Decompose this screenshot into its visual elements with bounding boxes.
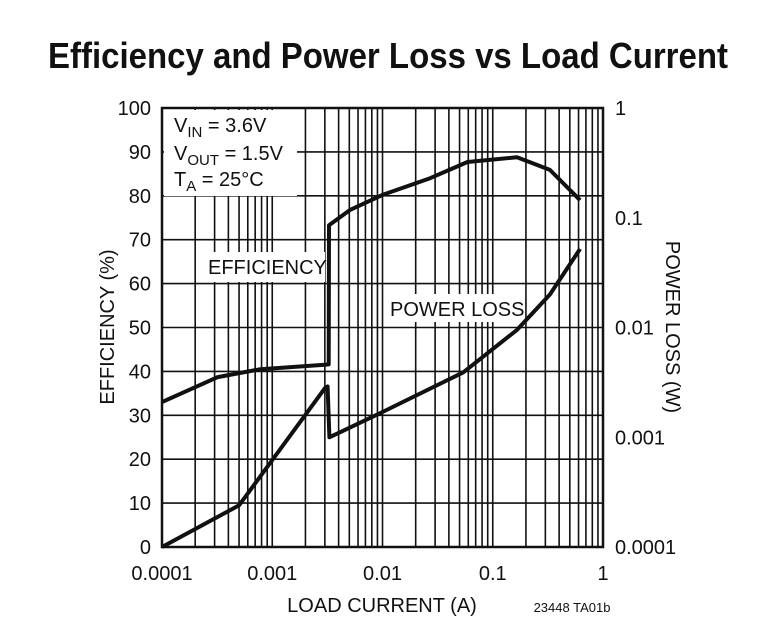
x-tick-label: 0.001 <box>247 563 297 585</box>
footnote: 23448 TA01b <box>534 600 611 615</box>
tick-labels: 0.0001 0.001 0.01 0.1 1010203040506070809010… <box>118 98 677 585</box>
y-axis-label: EFFICIENCY (%) <box>97 249 119 404</box>
x-tick-label: 1 <box>597 563 608 585</box>
efficiency-label-bg <box>205 252 325 282</box>
x-tick-label: 0.01 <box>363 563 402 585</box>
condition-vout: VOUT = 1.5V <box>174 143 284 169</box>
y2-tick-label: 1 <box>615 98 626 120</box>
y-tick-label: 100 <box>118 98 151 120</box>
plot-frame <box>160 106 605 549</box>
y2-tick-label: 0.0001 <box>615 537 676 559</box>
conditions-box-bg <box>164 110 297 196</box>
y-tick-label: 40 <box>129 361 151 383</box>
y2-tick-label: 0.001 <box>615 427 665 449</box>
chart-title: Efficiency and Power Loss vs Load Curren… <box>48 35 728 76</box>
y-tick-label: 0 <box>140 537 151 559</box>
y-tick-label: 20 <box>129 449 151 471</box>
y-tick-label: 10 <box>129 493 151 515</box>
power-loss-label-bg <box>386 294 522 322</box>
series-line-efficiency <box>161 155 582 404</box>
x-tick-label: 0.1 <box>479 563 507 585</box>
y2-tick-label: 0.01 <box>615 318 654 340</box>
condition-vin: VIN = 3.6V <box>174 115 267 141</box>
y-tick-label: 60 <box>129 274 151 296</box>
series-line-power-loss <box>161 247 582 549</box>
y-tick-label: 80 <box>129 186 151 208</box>
series-label-efficiency: EFFICIENCY <box>208 257 327 279</box>
series-label-power-loss: POWER LOSS <box>390 299 524 321</box>
condition-ta: TA = 25°C <box>174 169 264 195</box>
y-tick-label: 30 <box>129 405 151 427</box>
y-tick-label: 70 <box>129 230 151 252</box>
curves <box>161 155 582 549</box>
x-tick-label: 0.0001 <box>131 563 192 585</box>
x-axis-label: LOAD CURRENT (A) <box>287 595 477 617</box>
y-tick-label: 50 <box>129 318 151 340</box>
y-tick-label: 90 <box>129 142 151 164</box>
y2-tick-label: 0.1 <box>615 208 643 230</box>
y2-axis-label: POWER LOSS (W) <box>661 241 683 413</box>
